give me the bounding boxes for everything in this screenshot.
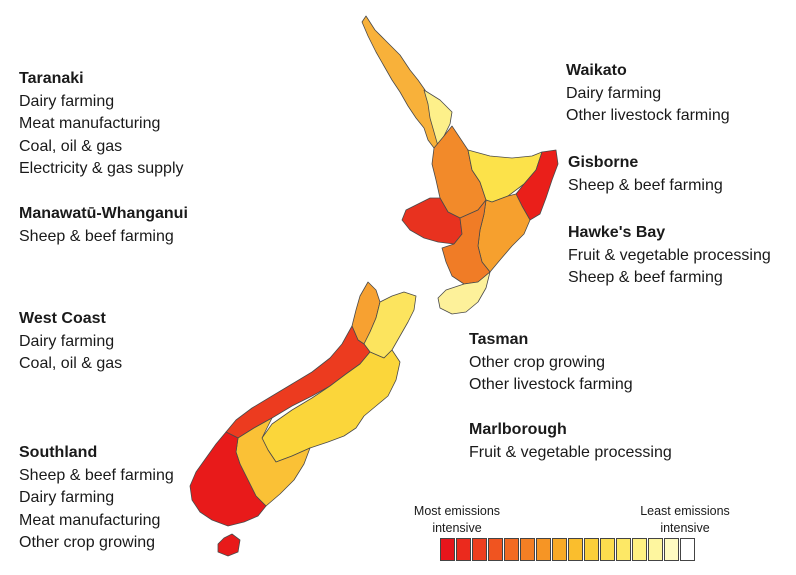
region-name: Taranaki <box>19 70 84 87</box>
legend-swatch <box>472 538 487 561</box>
industry-item: Fruit & vegetable processing <box>568 246 771 264</box>
industry-item: Sheep & beef farming <box>19 466 174 484</box>
region-name: Southland <box>19 444 98 461</box>
map-region-stewart-island <box>217 533 241 557</box>
industry-item: Sheep & beef farming <box>568 269 723 286</box>
industry-item: Sheep & beef farming <box>568 176 723 194</box>
region-label-marlborough: Marlborough Fruit & vegetable processing <box>469 419 672 464</box>
industry-item: Meat manufacturing <box>19 115 161 132</box>
map-region-southland <box>189 431 267 527</box>
industry-item: Dairy farming <box>19 489 115 506</box>
industry-item: Other livestock farming <box>469 376 633 393</box>
legend-swatch <box>568 538 583 561</box>
legend-swatch <box>488 538 503 561</box>
region-name: Manawatū-Whanganui <box>19 205 188 222</box>
region-label-southland: Southland Sheep & beef farming Dairy far… <box>19 442 174 555</box>
industry-item: Fruit & vegetable processing <box>469 443 672 461</box>
region-label-taranaki: Taranaki Dairy farming Meat manufacturin… <box>19 68 184 181</box>
legend-color-scale <box>440 538 696 561</box>
region-label-manawatu-whanganui: Manawatū-Whanganui Sheep & beef farming <box>19 203 188 248</box>
map-region-wellington <box>437 271 491 315</box>
map-region-gisborne <box>515 149 559 221</box>
industry-item: Dairy farming <box>19 92 115 110</box>
new-zealand-map <box>180 10 580 575</box>
legend-most-label: Most emissions intensive <box>413 504 501 535</box>
industry-item: Coal, oil & gas <box>19 355 123 372</box>
legend-swatch <box>664 538 679 561</box>
legend-swatch <box>536 538 551 561</box>
region-label-waikato: Waikato Dairy farming Other livestock fa… <box>566 60 730 128</box>
industry-item: Meat manufacturing <box>19 511 161 529</box>
nz-map-svg <box>189 15 559 557</box>
industry-item: Other crop growing <box>469 353 606 371</box>
industry-item: Sheep & beef farming <box>19 227 174 245</box>
legend-swatch <box>632 538 647 561</box>
legend-swatch <box>584 538 599 561</box>
map-region-northland <box>361 15 441 149</box>
industry-item: Dairy farming <box>19 332 115 350</box>
region-name: Marlborough <box>469 421 567 438</box>
legend-swatch <box>552 538 567 561</box>
region-label-tasman: Tasman Other crop growing Other livestoc… <box>469 329 633 397</box>
map-region-marlborough <box>363 291 417 359</box>
industry-item: Other crop growing <box>19 534 156 551</box>
industry-item: Electricity & gas supply <box>19 160 184 177</box>
region-label-west-coast: West Coast Dairy farming Coal, oil & gas <box>19 308 122 376</box>
map-region-hawkes-bay <box>477 193 531 273</box>
legend-swatch <box>504 538 519 561</box>
legend-swatch <box>616 538 631 561</box>
industry-item: Coal, oil & gas <box>19 137 123 155</box>
legend-swatch <box>440 538 455 561</box>
region-label-hawkes-bay: Hawke's Bay Fruit & vegetable processing… <box>568 222 771 290</box>
legend-swatch <box>648 538 663 561</box>
region-label-gisborne: Gisborne Sheep & beef farming <box>568 152 723 197</box>
legend-swatch <box>456 538 471 561</box>
region-name: Hawke's Bay <box>568 224 666 241</box>
region-name: Waikato <box>566 62 627 79</box>
region-name: Tasman <box>469 331 529 348</box>
legend-least-label: Least emissions intensive <box>640 504 730 535</box>
region-name: Gisborne <box>568 154 639 171</box>
industry-item: Dairy farming <box>566 84 662 102</box>
region-name: West Coast <box>19 310 106 327</box>
legend-swatch <box>680 538 695 561</box>
legend-swatch <box>520 538 535 561</box>
legend-swatch <box>600 538 615 561</box>
industry-item: Other livestock farming <box>566 107 730 124</box>
